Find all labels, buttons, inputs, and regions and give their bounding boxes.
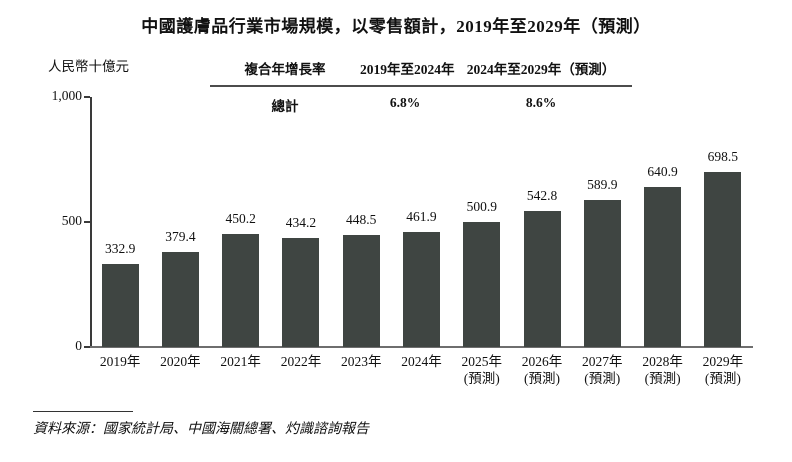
x-axis-label-forecast: (預測)	[644, 371, 681, 386]
x-axis-label-year: 2029年	[702, 354, 744, 369]
x-axis-label-forecast: (預測)	[524, 371, 561, 386]
cagr-value-2024-2029: 8.6%	[525, 95, 557, 110]
x-axis-label-year: 2022年	[280, 354, 322, 369]
bar-2022	[282, 238, 320, 347]
bar-2024	[403, 231, 440, 347]
y-tick-label: 0	[75, 338, 82, 353]
footer-divider	[33, 411, 133, 412]
x-axis-label-forecast: (預測)	[463, 371, 500, 386]
bar-value-label: 500.9	[466, 198, 497, 214]
x-axis-label: 2022年	[271, 353, 331, 370]
x-axis-label: 2020年	[150, 353, 210, 370]
source-note: 資料來源：國家統計局、中國海關總署、灼識諮詢報告	[33, 422, 369, 437]
x-axis-label: 2024年	[391, 353, 451, 370]
x-axis-label-year: 2024年	[401, 354, 442, 369]
bar-value-label: 448.5	[346, 211, 377, 227]
x-axis-label-year: 2020年	[160, 354, 201, 369]
y-tick-label: 500	[61, 213, 82, 228]
y-axis-unit-label: 人民幣十億元	[48, 59, 129, 74]
x-axis-label-year: 2019年	[99, 354, 141, 369]
bar-value-label: 379.4	[165, 229, 196, 245]
x-axis-baseline	[90, 346, 753, 348]
bar-value-label: 698.5	[707, 149, 739, 165]
bar-value-label: 461.9	[406, 208, 437, 224]
cagr-table-value-row: 總計 6.8% 8.6%	[210, 87, 632, 115]
bar-2020	[161, 252, 199, 347]
footer: 資料來源：國家統計局、中國海關總署、灼識諮詢報告	[33, 411, 369, 438]
x-axis-label-year: 2025年	[461, 354, 503, 369]
cagr-value-2019-2024: 6.8%	[389, 95, 421, 110]
x-axis-label: 2029年 (預測)	[693, 353, 753, 387]
x-axis-label-year: 2023年	[340, 354, 382, 369]
x-axis-label: 2021年	[211, 353, 271, 370]
x-axis-label-year: 2026年	[521, 354, 563, 369]
x-axis-label: 2025年 (預測)	[452, 353, 512, 387]
chart-title: 中國護膚品行業市場規模，以零售額計，2019年至2029年（預測）	[141, 17, 651, 36]
plot-area: 0 500 1,000 332.9 379.4 450.2 434.2 448.5 461.9…	[52, 88, 753, 386]
bar-value-label: 434.2	[285, 215, 317, 231]
bar-2026	[523, 211, 561, 347]
bar-2028	[644, 186, 682, 347]
bar-value-label: 589.9	[587, 176, 618, 192]
bar-2021	[222, 234, 260, 347]
bar-2019	[101, 263, 139, 347]
bar-value-label: 640.9	[647, 163, 678, 179]
x-axis-label: 2028年 (預測)	[632, 353, 692, 387]
x-axis-label: 2019年	[90, 353, 150, 370]
x-axis-label-forecast: (預測)	[704, 371, 741, 386]
y-axis-line	[90, 97, 92, 347]
y-tick-label: 1,000	[51, 88, 82, 103]
cagr-header-metric: 複合年增長率	[244, 62, 326, 77]
bar-2025	[463, 221, 501, 347]
bar-value-label: 450.2	[225, 211, 256, 227]
cagr-header-2019-2024: 2019年至2024年	[360, 62, 455, 77]
x-axis-label: 2027年 (預測)	[572, 353, 632, 387]
cagr-header-2024-2029: 2024年至2029年（預測）	[466, 62, 616, 77]
bar-2029	[704, 172, 742, 347]
y-tick-mark	[84, 221, 90, 223]
bar-2023	[342, 234, 380, 347]
cagr-table: 複合年增長率 2019年至2024年 2024年至2029年（預測） 總計 6.…	[210, 58, 632, 115]
cagr-table-header-row: 複合年增長率 2019年至2024年 2024年至2029年（預測）	[210, 58, 632, 87]
x-axis-label-year: 2021年	[220, 354, 261, 369]
y-tick-mark	[84, 346, 90, 348]
x-axis-label: 2023年	[331, 353, 391, 370]
x-axis-label-year: 2028年	[642, 354, 683, 369]
cagr-total-label: 總計	[271, 99, 299, 114]
bar-2027	[583, 199, 621, 347]
bar-value-label: 542.8	[526, 188, 558, 204]
x-axis-label: 2026年 (預測)	[512, 353, 572, 387]
y-tick-mark	[84, 96, 90, 98]
x-axis-label-year: 2027年	[582, 354, 623, 369]
x-axis-label-forecast: (預測)	[584, 371, 621, 386]
bar-value-label: 332.9	[104, 240, 136, 256]
